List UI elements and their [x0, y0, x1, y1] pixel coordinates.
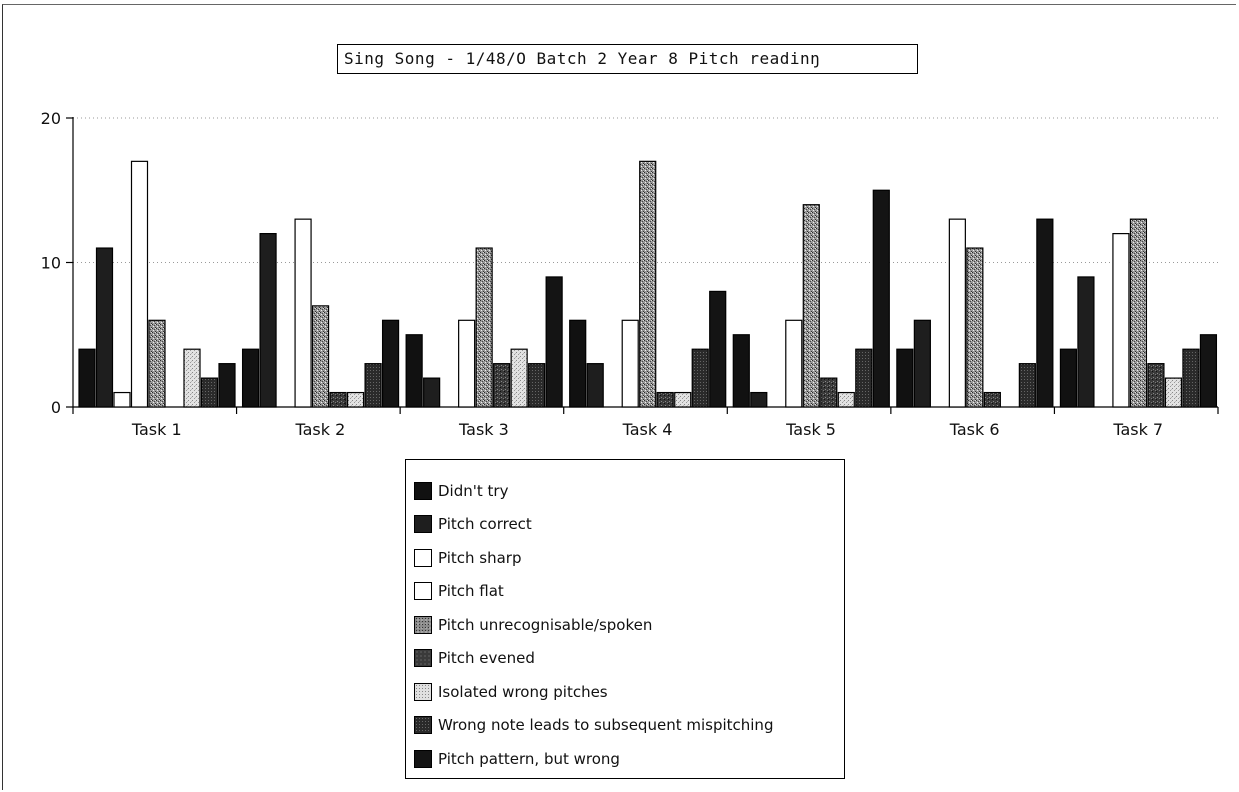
x-tick-label: Task 5 [785, 420, 836, 439]
bar [983, 391, 1001, 408]
bar [510, 348, 528, 408]
bar [1077, 276, 1095, 408]
bar [200, 377, 219, 408]
bar [78, 348, 96, 408]
bar [329, 391, 347, 408]
bar [148, 319, 166, 408]
legend-item: Pitch unrecognisable/spoken [406, 608, 844, 642]
x-tick-label: Task 2 [294, 420, 345, 439]
bar [691, 348, 709, 408]
bars [78, 160, 1218, 408]
bar [294, 218, 312, 408]
legend-item: Didn't try [406, 474, 844, 508]
legend-item: Pitch evened [406, 642, 844, 676]
legend-label: Pitch unrecognisable/spoken [438, 615, 653, 634]
bar [1182, 348, 1200, 408]
bar [458, 319, 476, 408]
legend-swatch [414, 682, 432, 701]
legend-item: Pitch flat [406, 575, 844, 609]
legend-swatch [414, 615, 432, 634]
bar [621, 319, 639, 408]
bar [1164, 377, 1183, 408]
bar [802, 204, 820, 408]
bar [130, 160, 149, 408]
bar [1018, 363, 1036, 408]
legend-item: Pitch correct [406, 508, 844, 542]
bar [1147, 363, 1165, 408]
legend-label: Pitch flat [438, 582, 504, 601]
bar [656, 391, 674, 408]
legend-label: Didn't try [438, 481, 509, 500]
bar [241, 348, 260, 408]
tick-labels: 0 10 20 Task 1 Task 2 Task 3 Task 4 Task 5 Task … [41, 109, 1163, 439]
bar [732, 334, 750, 408]
bar [95, 247, 114, 408]
legend-swatch [414, 649, 432, 668]
x-tick-label: Task 1 [131, 420, 182, 439]
x-tick-label: Task 3 [458, 420, 509, 439]
bar [218, 363, 236, 408]
bar [948, 218, 966, 408]
legend-swatch [414, 515, 432, 534]
bar [1036, 218, 1054, 408]
legend-swatch [414, 749, 432, 768]
legend-swatch [414, 716, 432, 735]
legend-label: Pitch correct [438, 515, 532, 534]
bar [183, 348, 201, 408]
legend-swatch [414, 548, 432, 567]
legend-item: Pitch sharp [406, 541, 844, 575]
x-tick-label: Task 6 [949, 420, 1000, 439]
bar [586, 363, 604, 408]
chart-frame [2, 4, 1236, 790]
bar [364, 363, 382, 408]
bar [674, 391, 692, 408]
legend-label: Pitch evened [438, 649, 535, 668]
y-tick-label: 10 [41, 254, 61, 273]
bar [872, 189, 890, 408]
bar [423, 377, 441, 408]
bar [639, 160, 657, 408]
bar [785, 319, 803, 408]
legend-swatch [414, 481, 432, 500]
bar [1129, 218, 1148, 408]
bar [493, 363, 511, 408]
bar [1112, 233, 1130, 408]
bar [475, 247, 493, 408]
bar [545, 276, 563, 408]
legend-label: Isolated wrong pitches [438, 682, 608, 701]
bar [837, 391, 855, 408]
bar [709, 290, 727, 408]
bar [113, 391, 131, 408]
bar [896, 348, 914, 408]
legend-label: Pitch pattern, but wrong [438, 749, 620, 768]
legend-swatch [414, 582, 432, 601]
legend-item: Isolated wrong pitches [406, 675, 844, 709]
bar [311, 305, 330, 408]
y-tick-label: 20 [41, 109, 61, 128]
bar [1059, 348, 1078, 408]
bar [750, 391, 768, 408]
bar [913, 319, 931, 408]
legend-item: Wrong note leads to subsequent mispitchi… [406, 709, 844, 743]
legend-label: Pitch sharp [438, 548, 522, 567]
bar [405, 334, 423, 408]
bar [966, 247, 984, 408]
x-tick-label: Task 4 [622, 420, 673, 439]
bar [381, 319, 400, 408]
bar [259, 233, 277, 408]
y-tick-label: 0 [51, 398, 61, 417]
x-tick-label: Task 7 [1112, 420, 1163, 439]
bar [855, 348, 873, 408]
bar [820, 377, 838, 408]
bar [346, 391, 365, 408]
bar [528, 363, 546, 408]
bar [569, 319, 587, 408]
legend-label: Wrong note leads to subsequent mispitchi… [438, 716, 774, 735]
bar [1199, 334, 1218, 408]
chart-title: Sing Song - 1/48/O Batch 2 Year 8 Pitch … [337, 44, 918, 74]
legend: Didn't try Pitch correct Pitch sharp Pitch … [405, 459, 845, 779]
legend-item: Pitch pattern, but wrong [406, 742, 844, 776]
